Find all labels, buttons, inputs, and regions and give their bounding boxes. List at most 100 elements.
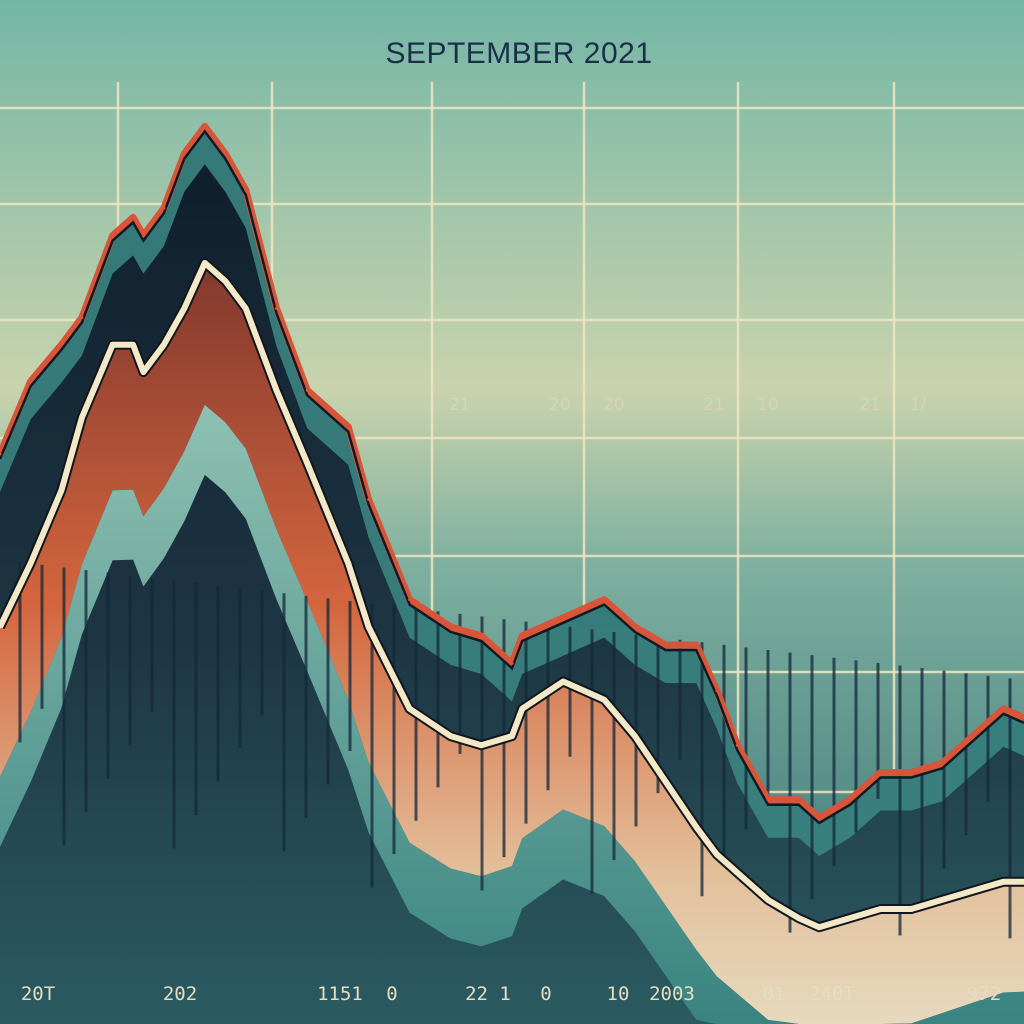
area-teal-ribbon xyxy=(0,404,1024,1024)
upper-point xyxy=(162,206,166,210)
bottom-tick-label: 22 1 xyxy=(465,983,511,1005)
upper-point xyxy=(848,798,852,802)
lower-point xyxy=(346,561,350,565)
upper-point xyxy=(766,798,770,802)
lower-point xyxy=(223,279,227,283)
mid-label: 21 xyxy=(449,395,471,415)
upper-point xyxy=(141,234,145,238)
lower-point xyxy=(111,343,115,347)
lower-point xyxy=(203,261,207,265)
lower-point xyxy=(766,898,770,902)
bottom-labels: 20T 202 1151 0 22 1 0 10 2003 01 240T 972 xyxy=(21,983,1001,1005)
upper-point xyxy=(602,598,606,602)
lower-point xyxy=(909,907,913,911)
mid-label: 1/ xyxy=(910,395,927,415)
bottom-tick-label: 202 xyxy=(163,983,197,1005)
lower-point xyxy=(408,707,412,711)
upper-point xyxy=(203,124,207,128)
upper-point xyxy=(59,343,63,347)
lower-point xyxy=(694,825,698,829)
lower-point xyxy=(131,343,135,347)
upper-point xyxy=(449,625,453,629)
series-lower-line xyxy=(0,259,1024,931)
upper-point xyxy=(715,689,719,693)
upper-point xyxy=(520,634,524,638)
bottom-tick-label: 0 xyxy=(386,983,397,1005)
bottom-tick-label: 972 xyxy=(967,983,1001,1005)
mid-label: 21 xyxy=(703,395,725,415)
upper-point xyxy=(367,498,371,501)
upper-point xyxy=(694,643,698,647)
upper-point xyxy=(244,188,248,192)
upper-point xyxy=(633,625,637,629)
upper-point xyxy=(0,452,2,456)
lower-point xyxy=(797,916,801,920)
series-upper-outline xyxy=(0,129,1024,825)
lower-point xyxy=(367,625,371,629)
upper-point xyxy=(561,616,565,620)
lower-point xyxy=(940,898,944,902)
chart-title: SEPTEMBER 2021 xyxy=(385,37,652,70)
series-lines xyxy=(0,122,1024,933)
lower-point xyxy=(274,388,278,392)
lower-point xyxy=(848,916,852,920)
lower-point xyxy=(1002,880,1006,884)
lower-point xyxy=(449,734,453,738)
lower-point xyxy=(561,680,565,683)
lower-point xyxy=(971,889,975,893)
upper-point xyxy=(940,761,944,765)
lower-point xyxy=(59,488,63,492)
upper-point xyxy=(971,734,975,738)
lower-point xyxy=(80,416,84,420)
upper-point xyxy=(223,152,227,156)
lower-point xyxy=(633,734,637,738)
upper-point xyxy=(346,425,350,429)
lower-point xyxy=(29,561,33,565)
mid-label: 20 xyxy=(603,395,625,415)
bottom-tick-label: 1151 xyxy=(317,983,363,1005)
upper-point xyxy=(305,388,309,392)
upper-point xyxy=(29,379,33,383)
upper-point xyxy=(408,598,412,602)
upper-point xyxy=(131,215,135,219)
mid-label: 21 xyxy=(859,395,881,415)
upper-point xyxy=(879,771,883,774)
lower-point xyxy=(244,306,248,310)
upper-point xyxy=(479,634,483,638)
lower-point xyxy=(141,370,145,374)
bottom-tick-label: 240T xyxy=(809,983,855,1005)
upper-point xyxy=(80,316,84,319)
lower-point xyxy=(879,907,883,911)
lower-point xyxy=(664,780,668,784)
mid-labels: 21 20 20 21 10 21 1/ xyxy=(449,395,926,415)
upper-point xyxy=(909,771,913,774)
upper-point xyxy=(1002,707,1006,711)
upper-point xyxy=(111,234,115,238)
bottom-tick-label: 20T xyxy=(21,983,55,1005)
upper-point xyxy=(182,152,186,156)
lower-point xyxy=(715,852,719,856)
upper-point xyxy=(735,743,739,747)
lower-point xyxy=(817,925,821,929)
upper-point xyxy=(797,798,801,802)
bottom-tick-label: 0 xyxy=(540,983,551,1005)
upper-point xyxy=(274,306,278,310)
bottom-tick-label: 2003 xyxy=(649,983,695,1005)
upper-point xyxy=(510,661,514,665)
lower-point xyxy=(602,698,606,702)
upper-point xyxy=(817,816,821,820)
lower-point xyxy=(162,343,166,347)
lower-point xyxy=(510,734,514,738)
mid-label: 10 xyxy=(757,395,779,415)
bottom-tick-label: 01 xyxy=(763,983,786,1005)
mid-label: 20 xyxy=(549,395,571,415)
bottom-tick-label: 10 xyxy=(607,983,630,1005)
lower-point xyxy=(0,625,2,629)
lower-point xyxy=(305,461,309,465)
area-warm-band xyxy=(0,262,1024,1024)
lower-point xyxy=(735,871,739,875)
series-upper-line xyxy=(0,122,1024,822)
lower-point xyxy=(520,707,524,711)
